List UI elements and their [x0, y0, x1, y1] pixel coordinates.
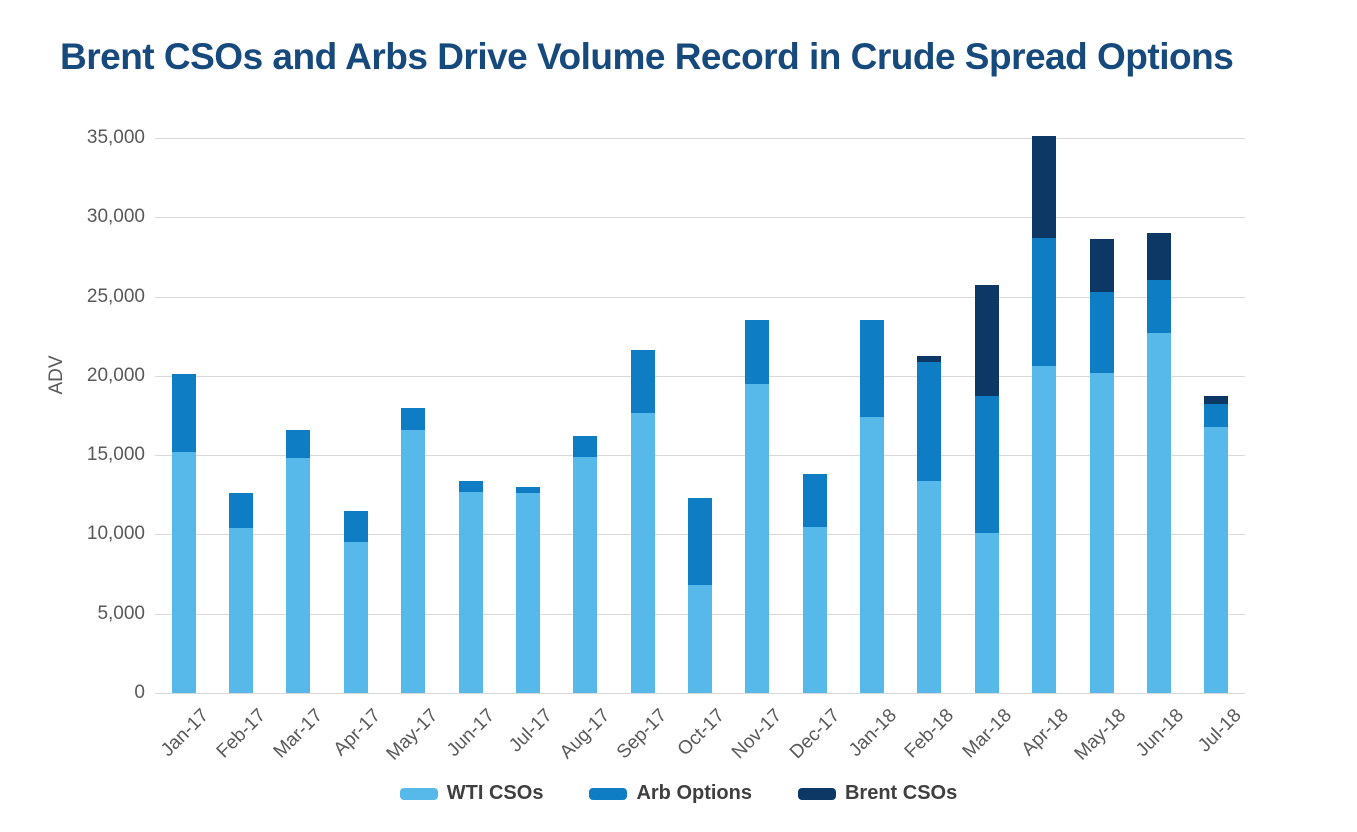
x-tick-label-mar-18: Mar-18	[958, 705, 1016, 763]
legend-item-arb-options: Arb Options	[589, 782, 752, 805]
x-tick-label-jun-18: Jun-18	[1131, 705, 1188, 761]
bar-segment-wti-csos-apr-18	[1032, 366, 1057, 693]
y-tick-label: 25,000	[86, 285, 145, 307]
bar-segment-wti-csos-feb-18	[917, 480, 942, 693]
x-tick-label-apr-18: Apr-18	[1017, 705, 1074, 761]
bar-segment-wti-csos-apr-17	[343, 542, 368, 693]
bar-segment-arb-options-apr-17	[343, 510, 368, 543]
bar-segment-wti-csos-jan-18	[860, 417, 885, 693]
bar-segment-arb-options-jan-17	[171, 374, 196, 452]
bar-segment-wti-csos-mar-18	[974, 532, 999, 693]
bar-segment-arb-options-jun-18	[1146, 279, 1171, 334]
legend-swatch-brent-csos	[797, 787, 836, 800]
y-tick-label: 20,000	[86, 364, 145, 386]
bar-segment-wti-csos-jul-17	[515, 493, 540, 693]
x-tick-label-sep-17: Sep-17	[613, 705, 672, 764]
bar-segment-wti-csos-jan-17	[171, 451, 196, 693]
bar-segment-arb-options-jul-18	[1204, 404, 1229, 428]
bar-segment-arb-options-nov-17	[745, 320, 770, 384]
legend-label: Brent CSOs	[844, 782, 958, 804]
bar-segment-arb-options-jul-17	[515, 486, 540, 494]
bar-segment-wti-csos-jul-18	[1204, 427, 1229, 693]
legend-label: WTI CSOs	[446, 782, 544, 804]
x-tick-label-nov-17: Nov-17	[728, 705, 787, 764]
x-tick-label-jul-17: Jul-17	[505, 705, 557, 757]
x-tick-label-apr-17: Apr-17	[329, 705, 385, 761]
x-tick-label-jul-18: Jul-18	[1193, 705, 1246, 757]
bar-segment-wti-csos-may-17	[401, 429, 426, 693]
legend-swatch-wti-csos	[399, 787, 438, 800]
bar-segment-wti-csos-oct-17	[688, 585, 712, 693]
x-tick-label-may-17: May-17	[382, 705, 443, 765]
bar-segment-arb-options-jun-17	[458, 480, 483, 492]
bar-segment-wti-csos-dec-17	[802, 527, 827, 693]
bar-segment-arb-options-oct-17	[688, 497, 712, 586]
bar-segment-wti-csos-mar-17	[286, 458, 311, 693]
bar-segment-arb-options-may-18	[1089, 291, 1114, 373]
x-tick-label-aug-17: Aug-17	[555, 705, 615, 764]
bar-segment-brent-csos-feb-18	[917, 356, 942, 363]
bar-segment-arb-options-dec-17	[802, 474, 827, 528]
gridline-15-000	[155, 455, 1245, 457]
x-tick-label-jan-18: Jan-18	[845, 705, 901, 761]
bar-segment-arb-options-may-17	[401, 407, 426, 430]
x-tick-label-oct-17: Oct-17	[673, 705, 729, 761]
bar-segment-brent-csos-mar-18	[974, 285, 999, 397]
bar-segment-arb-options-apr-18	[1032, 237, 1057, 367]
y-tick-label: 5,000	[97, 602, 145, 624]
bar-segment-brent-csos-jun-18	[1146, 233, 1171, 280]
bar-segment-wti-csos-nov-17	[745, 383, 770, 693]
bar-segment-brent-csos-may-18	[1089, 239, 1114, 292]
gridline-30-000	[155, 217, 1245, 219]
bar-segment-wti-csos-jun-17	[458, 491, 483, 693]
bar-segment-brent-csos-apr-18	[1032, 135, 1057, 238]
y-tick-label: 35,000	[86, 127, 145, 148]
y-tick-label: 15,000	[86, 444, 145, 466]
legend-swatch-arb-options	[589, 787, 628, 800]
bar-segment-arb-options-aug-17	[573, 436, 598, 457]
x-tick-label-jun-17: Jun-17	[443, 705, 500, 761]
bar-segment-wti-csos-sep-17	[630, 413, 655, 693]
bar-segment-wti-csos-aug-17	[573, 456, 598, 693]
bar-segment-arb-options-sep-17	[630, 350, 655, 414]
gridline-25-000	[155, 296, 1245, 298]
legend-item-brent-csos: Brent CSOs	[797, 782, 958, 805]
legend-item-wti-csos: WTI CSOs	[399, 782, 544, 805]
bar-segment-wti-csos-feb-17	[229, 528, 254, 693]
bar-segment-arb-options-jan-18	[860, 320, 885, 418]
bar-segment-brent-csos-jul-18	[1204, 395, 1229, 405]
chart-legend: WTI CSOs Arb Options Brent CSOs	[0, 782, 1357, 805]
bar-segment-arb-options-feb-17	[229, 493, 254, 529]
gridline-0	[155, 693, 1245, 694]
legend-label: Arb Options	[636, 782, 752, 804]
chart-title: Brent CSOs and Arbs Drive Volume Record …	[60, 36, 1234, 77]
x-tick-label-feb-18: Feb-18	[900, 705, 959, 763]
x-tick-label-mar-17: Mar-17	[269, 705, 328, 763]
gridline-35-000	[155, 138, 1245, 139]
x-tick-label-may-18: May-18	[1070, 705, 1131, 765]
x-tick-label-dec-17: Dec-17	[785, 705, 844, 764]
y-tick-label: 10,000	[86, 523, 145, 545]
bar-segment-arb-options-mar-17	[286, 429, 311, 459]
bar-segment-wti-csos-may-18	[1089, 372, 1114, 693]
y-tick-label: 0	[134, 682, 145, 703]
x-tick-label-feb-17: Feb-17	[212, 705, 270, 763]
gridline-20-000	[155, 375, 1245, 377]
bar-segment-arb-options-feb-18	[917, 362, 942, 481]
y-tick-label: 30,000	[86, 206, 145, 228]
x-tick-label-jan-17: Jan-17	[156, 705, 213, 761]
bar-segment-wti-csos-jun-18	[1146, 333, 1171, 693]
bar-segment-arb-options-mar-18	[974, 396, 999, 533]
